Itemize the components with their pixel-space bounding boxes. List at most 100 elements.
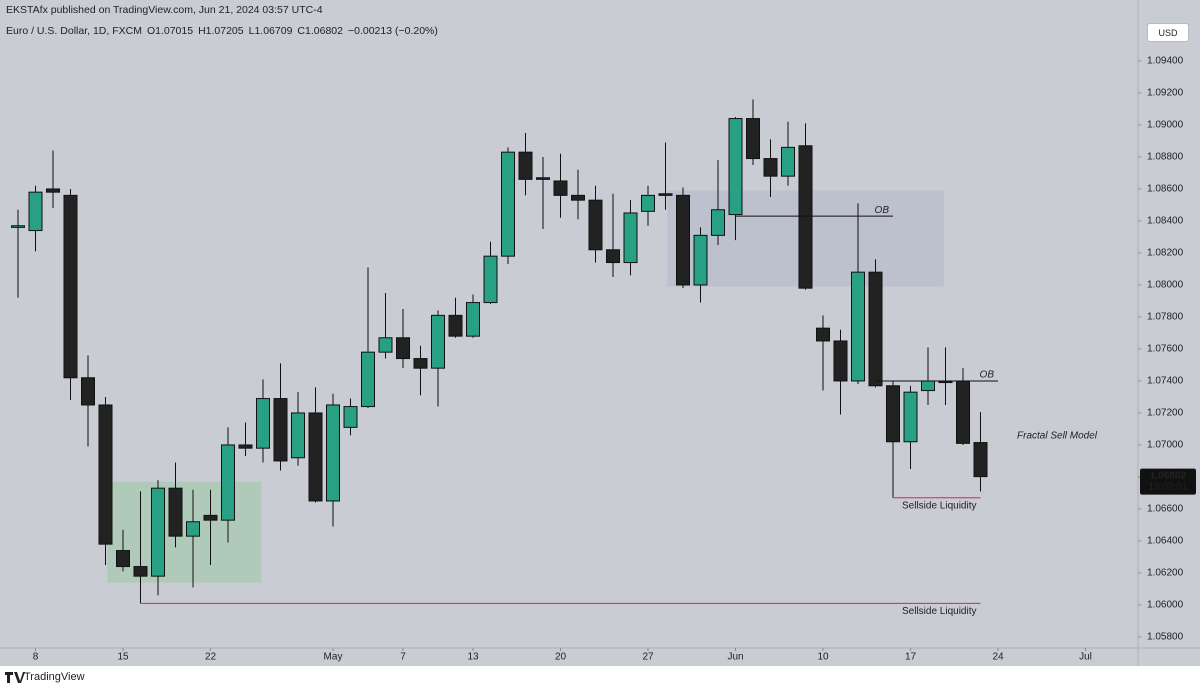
last-price: 1.06802 xyxy=(1150,470,1187,481)
candle-body xyxy=(798,145,813,289)
x-tick-label: 15 xyxy=(117,652,129,663)
symbol-header: Euro / U.S. Dollar, 1D, FXCM O1.07015 H1… xyxy=(6,25,438,37)
candle-body xyxy=(746,118,760,160)
x-tick-label: 10 xyxy=(817,652,829,663)
chart: 1.09400 1.09200 1.09000 1.08800 1.08600 1.084… xyxy=(0,0,1200,666)
ohlc-close: C1.06802 xyxy=(297,25,343,37)
brand-logo xyxy=(5,672,25,683)
y-tick-label: 1.08800 xyxy=(1147,152,1184,163)
zone xyxy=(107,481,262,583)
candle-body xyxy=(973,442,988,478)
x-tick-label: 17 xyxy=(905,652,917,663)
candle-body xyxy=(326,404,340,502)
candle-body xyxy=(203,514,218,521)
candle-body xyxy=(361,351,375,408)
candle-body xyxy=(116,550,130,568)
candle-body xyxy=(833,340,848,382)
y-tick-label: 1.06400 xyxy=(1147,536,1184,547)
ohlc-change: −0.00213 (−0.20%) xyxy=(347,25,438,37)
x-tick-label: 22 xyxy=(205,652,217,663)
candle-body xyxy=(308,412,323,502)
candle-body xyxy=(483,255,498,304)
y-tick-label: 1.09000 xyxy=(1147,120,1184,131)
candle-body xyxy=(816,327,830,342)
x-tick-label: 27 xyxy=(642,652,654,663)
x-tick-label: 8 xyxy=(33,652,39,663)
candle-body xyxy=(641,194,655,212)
candle-body xyxy=(46,188,60,193)
candle-body xyxy=(956,380,970,444)
y-tick-label: 1.08600 xyxy=(1147,184,1184,195)
candle-body xyxy=(448,314,463,337)
y-tick-label: 1.08000 xyxy=(1147,280,1184,291)
y-tick-label: 1.08200 xyxy=(1147,248,1184,259)
candle-body xyxy=(168,487,183,537)
candle-body xyxy=(588,199,603,251)
y-tick-label: 1.08400 xyxy=(1147,216,1184,227)
y-tick-label: 1.09400 xyxy=(1147,56,1184,67)
candle-body xyxy=(606,249,620,264)
x-tick-label: Jul xyxy=(1079,652,1092,663)
level-label: OB xyxy=(875,205,890,216)
y-tick-label: 1.07800 xyxy=(1147,312,1184,323)
candle-body xyxy=(868,271,883,387)
candle-body xyxy=(396,337,410,360)
currency-button[interactable]: USD xyxy=(1147,23,1189,42)
candle-body xyxy=(273,398,288,462)
y-tick-label: 1.06600 xyxy=(1147,504,1184,515)
level-label: Sellside Liquidity xyxy=(902,606,977,617)
y-tick-label: 1.06200 xyxy=(1147,568,1184,579)
candle-body xyxy=(291,412,305,459)
candle-body xyxy=(466,302,480,337)
candle-body xyxy=(518,151,533,180)
candle-body xyxy=(378,337,393,353)
candle-body xyxy=(238,444,253,449)
symbol: Euro / U.S. Dollar, 1D, FXCM xyxy=(6,25,142,37)
candle-body xyxy=(63,194,78,379)
candle-body xyxy=(553,180,568,196)
candle-body xyxy=(781,146,795,177)
y-tick-label: 1.05800 xyxy=(1147,632,1184,643)
candle-body xyxy=(151,487,165,577)
last-price-box xyxy=(1140,468,1196,495)
ohlc-high: H1.07205 xyxy=(198,25,244,37)
candle-body xyxy=(623,212,638,264)
x-tick-label: 24 xyxy=(992,652,1004,663)
candle-body xyxy=(256,398,270,449)
candle-body xyxy=(431,314,445,369)
candle-body xyxy=(186,521,200,537)
y-tick-label: 1.09200 xyxy=(1147,88,1184,99)
candle-body xyxy=(413,358,428,369)
candle-body xyxy=(728,118,743,216)
candle-body xyxy=(571,194,585,201)
candle-body xyxy=(693,234,708,286)
x-tick-label: 7 xyxy=(400,652,406,663)
candle-body xyxy=(903,391,918,443)
footer: TradingView xyxy=(0,666,1200,690)
annotation: Fractal Sell Model xyxy=(1017,431,1098,442)
candle-body xyxy=(711,209,725,236)
candle-body xyxy=(501,151,515,257)
candle-body xyxy=(11,225,25,228)
candle-body xyxy=(763,158,778,177)
candle-body xyxy=(851,271,865,382)
candle-body xyxy=(221,444,235,521)
candle-body xyxy=(658,193,673,196)
candle-body xyxy=(676,194,690,286)
y-tick-label: 1.07400 xyxy=(1147,376,1184,387)
candle-body xyxy=(343,406,358,428)
level-label: OB xyxy=(980,370,995,381)
ohlc-low: L1.06709 xyxy=(248,25,293,37)
y-tick-label: 1.07200 xyxy=(1147,408,1184,419)
candle-body xyxy=(886,385,900,443)
published-line: EKSTAfx published on TradingView.com, Ju… xyxy=(6,4,323,16)
level-label: Sellside Liquidity xyxy=(902,500,977,511)
x-tick-label: 13 xyxy=(467,652,479,663)
x-tick-label: Jun xyxy=(727,652,743,663)
candle-body xyxy=(921,380,935,392)
candle-body xyxy=(81,377,95,406)
x-tick-label: May xyxy=(324,652,343,663)
y-tick-label: 1.07600 xyxy=(1147,344,1184,355)
y-tick-label: 1.06000 xyxy=(1147,600,1184,611)
